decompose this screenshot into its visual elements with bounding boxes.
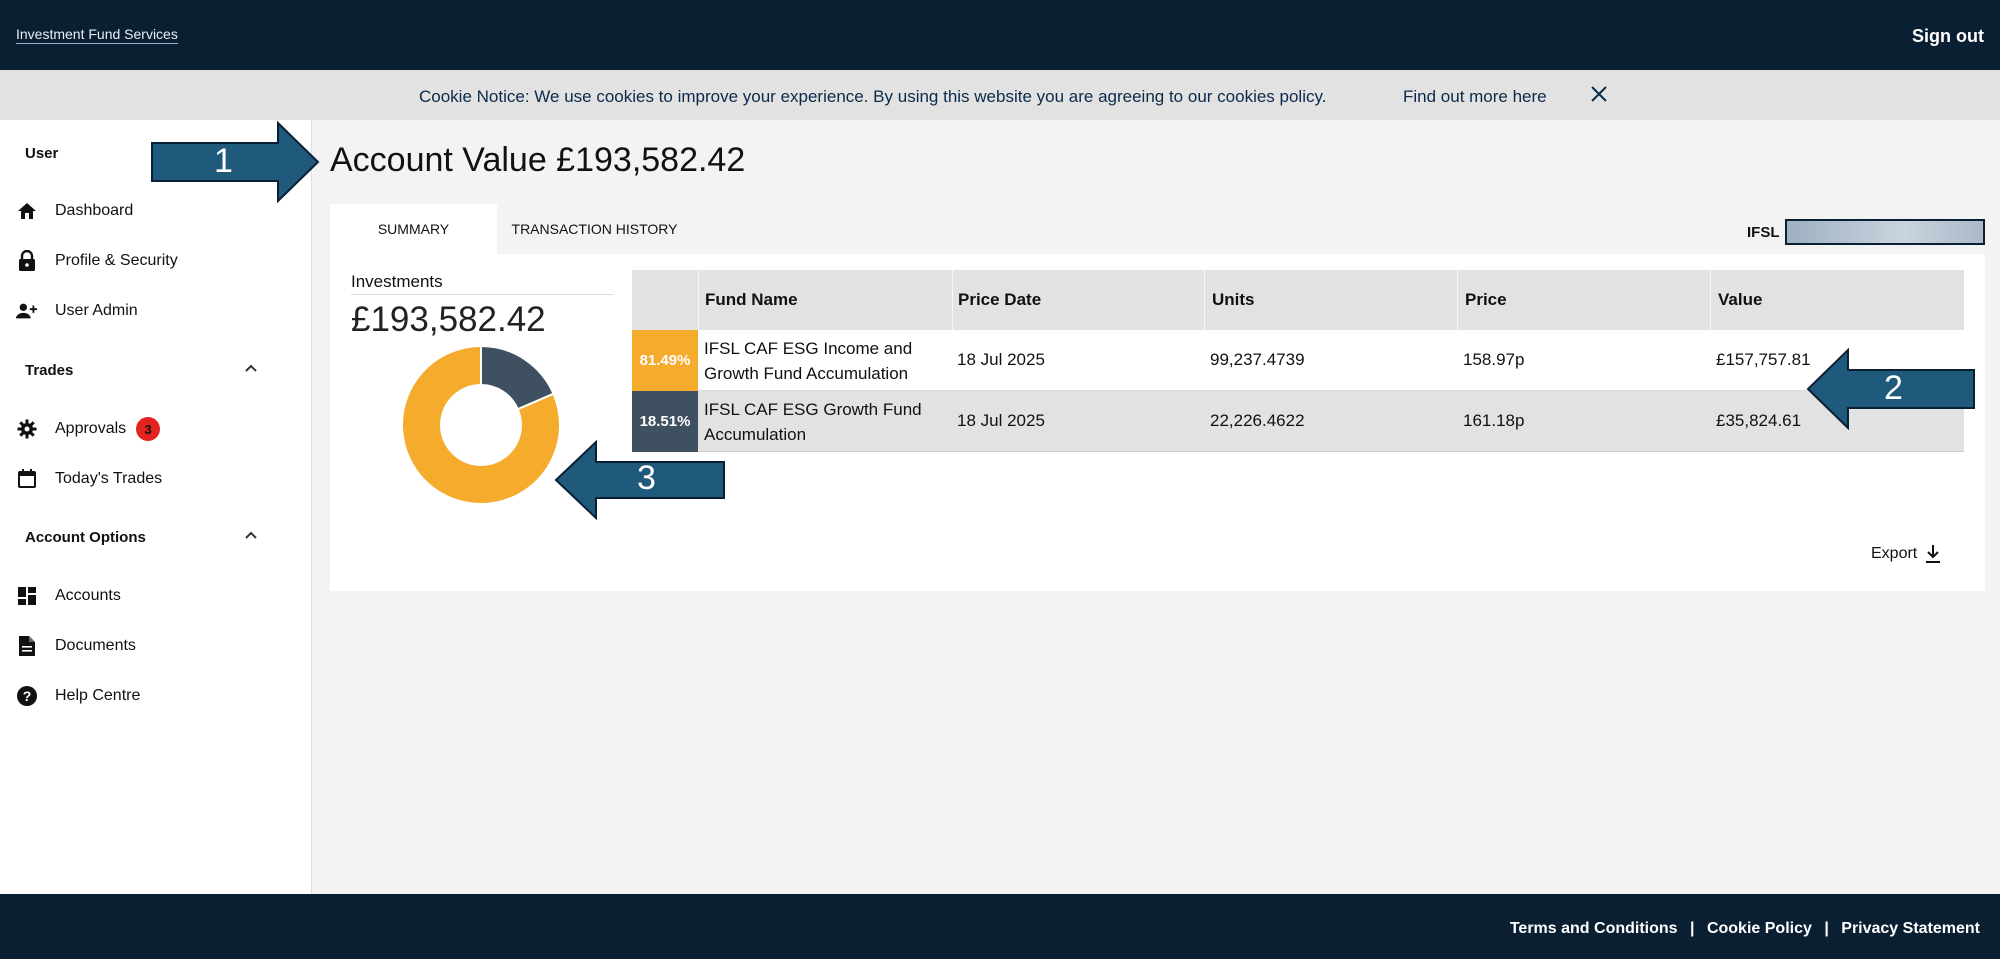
sidebar: User Dashboard Profile & Security User A… — [0, 120, 312, 894]
callout-arrow-2 — [1806, 348, 1975, 430]
footer-link-terms[interactable]: Terms and Conditions — [1509, 920, 1678, 937]
cookie-banner: Cookie Notice: We use cookies to improve… — [0, 70, 2000, 120]
sign-out-button[interactable]: Sign out — [1912, 26, 1984, 46]
callout-arrow-3 — [554, 440, 725, 520]
home-icon — [16, 200, 38, 222]
sidebar-section-account-options[interactable]: Account Options — [25, 529, 146, 546]
fund-name-cell: IFSL CAF ESG Income and Growth Fund Accu… — [704, 339, 913, 383]
approvals-count-badge: 3 — [136, 417, 161, 441]
sidebar-item-profile-security[interactable]: Profile & Security — [16, 245, 296, 277]
value-cell: £35,824.61 — [1716, 411, 1802, 430]
units-cell: 99,237.4739 — [1210, 350, 1305, 369]
sidebar-item-label: Dashboard — [55, 202, 134, 219]
column-header-fund-name[interactable]: Fund Name — [705, 290, 798, 309]
tab-transaction-history[interactable]: TRANSACTION HISTORY — [511, 221, 678, 237]
gear-icon — [16, 418, 38, 440]
price-date-cell: 18 Jul 2025 — [957, 411, 1045, 430]
footer-separator: | — [1690, 920, 1695, 937]
column-header-value[interactable]: Value — [1718, 290, 1763, 309]
close-icon[interactable] — [1590, 84, 1608, 108]
dashboard-icon — [16, 585, 38, 607]
tab-summary[interactable]: SUMMARY — [330, 204, 497, 254]
callout-arrow-1 — [151, 121, 320, 203]
investments-total: £193,582.42 — [351, 300, 546, 339]
callout-number: 2 — [1884, 369, 1903, 407]
price-cell: 161.18p — [1463, 411, 1525, 430]
sidebar-item-user-admin[interactable]: User Admin — [16, 295, 296, 327]
svg-text:?: ? — [23, 688, 32, 704]
callout-number: 1 — [214, 142, 233, 180]
sidebar-item-accounts[interactable]: Accounts — [16, 580, 296, 612]
account-selector-input[interactable] — [1785, 219, 1985, 245]
sidebar-item-label: Today's Trades — [55, 470, 163, 487]
investments-label: Investments — [351, 272, 443, 291]
account-selector-label: IFSL — [1747, 224, 1780, 241]
sidebar-item-label: Help Centre — [55, 687, 141, 704]
footer-link-cookie-policy[interactable]: Cookie Policy — [1706, 920, 1812, 937]
divider — [351, 294, 613, 295]
donut-slice-1[interactable] — [401, 344, 561, 505]
sidebar-item-label: Approvals — [55, 420, 127, 437]
cookie-notice-text: Cookie Notice: We use cookies to improve… — [419, 87, 1327, 106]
column-header-units[interactable]: Units — [1212, 290, 1255, 309]
sidebar-item-label: User Admin — [55, 302, 138, 319]
value-cell: £157,757.81 — [1716, 350, 1811, 369]
footer: Terms and Conditions | Cookie Policy | P… — [0, 894, 2000, 959]
price-date-cell: 18 Jul 2025 — [957, 350, 1045, 369]
footer-link-privacy[interactable]: Privacy Statement — [1841, 920, 1980, 937]
sidebar-item-label: Profile & Security — [55, 252, 178, 269]
column-header-price[interactable]: Price — [1465, 290, 1507, 309]
sidebar-item-help-centre[interactable]: ? Help Centre — [16, 680, 296, 712]
price-cell: 158.97p — [1463, 350, 1525, 369]
brand-link[interactable]: Investment Fund Services — [16, 26, 178, 44]
chevron-up-icon[interactable] — [244, 527, 258, 543]
sidebar-section-user: User — [25, 145, 59, 162]
sidebar-item-label: Accounts — [55, 587, 121, 604]
allocation-donut-chart — [401, 344, 561, 505]
fund-name-cell: IFSL CAF ESG Growth Fund Accumulation — [704, 400, 922, 444]
sidebar-item-documents[interactable]: Documents — [16, 630, 296, 662]
sidebar-item-label: Documents — [55, 637, 136, 654]
allocation-percent: 81.49% — [632, 330, 698, 391]
callout-number: 3 — [637, 459, 656, 497]
export-button[interactable]: Export — [1871, 545, 1918, 562]
page-title: Account Value £193,582.42 — [330, 141, 746, 179]
top-header: Investment Fund Services Sign out — [0, 0, 2000, 70]
sidebar-item-approvals[interactable]: Approvals 3 — [16, 413, 296, 445]
lock-icon — [16, 250, 38, 272]
table-row[interactable]: 18.51% IFSL CAF ESG Growth Fund Accumula… — [632, 391, 1964, 452]
user-add-icon — [16, 300, 38, 322]
sidebar-item-todays-trades[interactable]: Today's Trades — [16, 463, 296, 495]
chevron-up-icon[interactable] — [244, 360, 258, 376]
help-icon: ? — [16, 685, 38, 707]
document-icon — [16, 635, 38, 657]
column-header-price-date[interactable]: Price Date — [958, 290, 1042, 309]
download-icon[interactable] — [1925, 544, 1941, 564]
sidebar-section-trades[interactable]: Trades — [25, 362, 74, 379]
table-row[interactable]: 81.49% IFSL CAF ESG Income and Growth Fu… — [632, 330, 1964, 391]
calendar-icon — [16, 468, 38, 490]
sidebar-item-dashboard[interactable]: Dashboard — [16, 195, 296, 227]
units-cell: 22,226.4622 — [1210, 411, 1305, 430]
table-header: Fund Name Price Date Units Price Value — [632, 270, 1964, 330]
cookie-find-out-more-link[interactable]: Find out more here — [1403, 87, 1547, 106]
donut-slice-2[interactable] — [480, 344, 555, 411]
allocation-percent: 18.51% — [632, 391, 698, 452]
footer-separator: | — [1824, 920, 1829, 937]
